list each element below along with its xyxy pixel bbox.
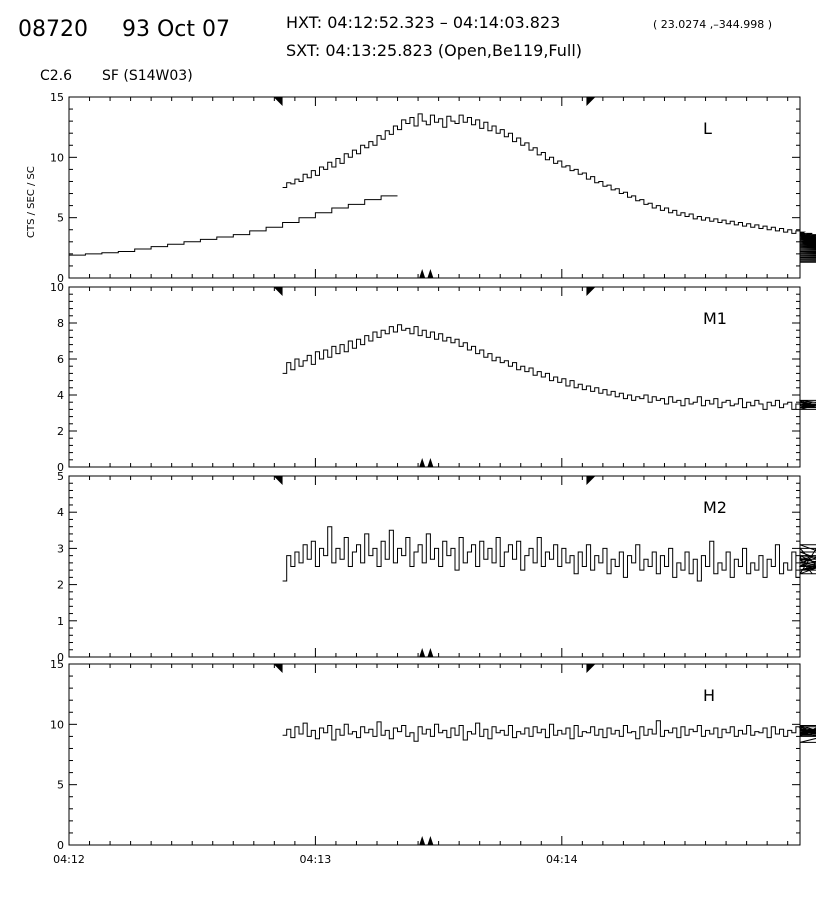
goes-class: C2.6 <box>40 68 72 84</box>
interval-marker <box>586 287 596 296</box>
series-line-m1 <box>282 324 816 410</box>
interval-marker <box>273 664 283 673</box>
panel-label: M1 <box>703 309 727 328</box>
hxt-time-range: HXT: 04:12:52.323 – 04:14:03.823 <box>286 13 560 32</box>
y-tick-label: 1 <box>57 615 64 628</box>
y-tick-label: 10 <box>50 281 64 294</box>
interval-marker <box>273 287 283 296</box>
y-tick-label: 15 <box>50 658 64 671</box>
sxt-time-marker <box>427 836 434 845</box>
sxt-time-marker <box>427 648 434 657</box>
interval-marker <box>586 97 596 106</box>
panel-label: L <box>703 119 712 138</box>
x-tick-labels: 04:12 04:13 04:14 <box>53 853 578 866</box>
series-line-l <box>282 113 816 263</box>
y-tick-label: 4 <box>57 506 64 519</box>
panel-label: H <box>703 686 715 705</box>
sxt-time-marker <box>419 269 426 278</box>
y-tick-label: 4 <box>57 389 64 402</box>
interval-marker <box>273 476 283 485</box>
panel-frame <box>68 475 801 658</box>
panel-m1: 0 2 4 6 8 10 M1 <box>50 281 816 474</box>
series-line-m2 <box>282 526 816 582</box>
y-axis-label: CTS / SEC / SC <box>26 166 37 238</box>
x-tick-label: 04:13 <box>300 853 332 866</box>
y-tick-label: 6 <box>57 353 64 366</box>
y-tick-label: 8 <box>57 317 64 330</box>
y-tick-label: 2 <box>57 579 64 592</box>
y-tick-label: 0 <box>57 839 64 852</box>
series-line-h <box>282 720 816 743</box>
y-tick-label: 0 <box>57 461 64 474</box>
sxt-info: SXT: 04:13:25.823 (Open,Be119,Full) <box>286 41 582 60</box>
event-date: 93 Oct 07 <box>122 17 230 42</box>
panel-frame <box>68 96 801 279</box>
y-tick-label: 3 <box>57 542 64 555</box>
y-tick-label: 0 <box>57 651 64 664</box>
flare-location: SF (S14W03) <box>102 68 193 84</box>
sxt-time-marker <box>427 269 434 278</box>
y-tick-label: 10 <box>50 151 64 164</box>
position-coords: ( 23.0274 ,–344.998 ) <box>653 18 772 31</box>
panel-h: 0 5 10 15 H <box>50 658 816 852</box>
series-line-l <box>69 195 398 256</box>
y-tick-label: 0 <box>57 272 64 285</box>
y-tick-label: 5 <box>57 470 64 483</box>
x-tick-label: 04:12 <box>53 853 85 866</box>
event-id: 08720 <box>18 17 88 42</box>
interval-marker <box>586 664 596 673</box>
panel-label: M2 <box>703 498 727 517</box>
panel-m2: 0 1 2 3 4 5 M2 <box>57 470 816 664</box>
interval-marker <box>273 97 283 106</box>
sxt-time-marker <box>419 648 426 657</box>
y-tick-label: 5 <box>57 212 64 225</box>
panel-frame <box>68 663 801 846</box>
panel-l: 0 5 10 15 L <box>50 91 816 285</box>
y-tick-label: 5 <box>57 779 64 792</box>
x-tick-label: 04:14 <box>546 853 578 866</box>
sxt-time-marker <box>419 836 426 845</box>
y-tick-label: 15 <box>50 91 64 104</box>
sxt-time-marker <box>427 458 434 467</box>
interval-marker <box>586 476 596 485</box>
y-tick-label: 2 <box>57 425 64 438</box>
sxt-time-marker <box>419 458 426 467</box>
panel-frame <box>68 286 801 468</box>
y-tick-label: 10 <box>50 718 64 731</box>
